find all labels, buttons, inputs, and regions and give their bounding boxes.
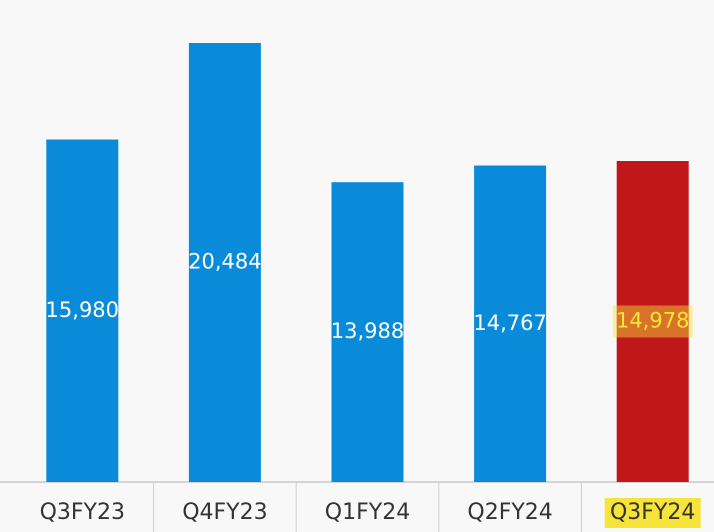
bar [331,182,404,482]
value-label: 13,988 [331,319,404,343]
bar [616,161,689,482]
label-highlight [612,305,693,338]
x-tick-label: Q3FY24 [610,500,695,525]
value-label: 15,980 [46,298,119,322]
x-tick-label: Q2FY24 [467,500,552,525]
x-tick-label: Q1FY24 [325,500,410,525]
value-label: 20,484 [188,250,261,274]
value-label: 14,767 [473,311,546,335]
x-tick-label: Q4FY23 [182,500,267,525]
x-tick-label: Q3FY23 [40,500,125,525]
bar [46,139,119,482]
bar [188,43,261,482]
category-highlight [604,498,701,528]
value-label: 14,978 [616,309,689,333]
bar [474,165,547,483]
